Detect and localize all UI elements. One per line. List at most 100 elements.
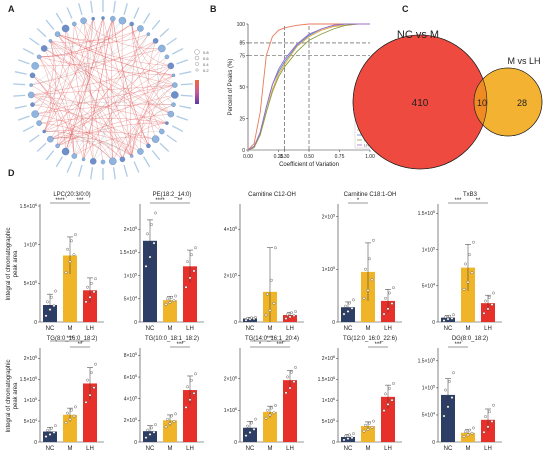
network-edge <box>35 113 123 160</box>
data-point <box>386 307 390 311</box>
network-node <box>171 102 176 107</box>
data-point <box>74 405 77 409</box>
data-point <box>384 296 387 300</box>
y-tick-label: 1.5×106 <box>20 203 37 210</box>
x-tick-label: LH <box>384 326 392 332</box>
series-line-lh <box>247 23 370 151</box>
y-tick-label: 0 <box>134 320 137 326</box>
series-line-m <box>247 23 370 151</box>
x-tick-label: NC <box>246 326 255 332</box>
network-edge <box>131 23 163 132</box>
y-tick-label: 1×105 <box>124 272 137 279</box>
y-tick-label: 4×105 <box>224 226 237 233</box>
node-label-mark <box>78 3 83 16</box>
data-point <box>148 433 152 436</box>
data-point <box>166 297 169 301</box>
network-edge <box>83 18 114 160</box>
x-tick-label: NC <box>444 446 453 452</box>
data-point <box>488 295 491 299</box>
network-node <box>152 38 159 44</box>
data-point <box>464 430 467 434</box>
network-edge <box>44 131 113 162</box>
data-point <box>88 295 92 299</box>
y-tick-label: 0 <box>134 440 137 446</box>
network-edge <box>156 48 174 105</box>
y-tick-label: 5×105 <box>322 418 335 425</box>
x-tick-label: LH <box>186 446 194 452</box>
data-point <box>72 414 76 418</box>
node-label-mark <box>151 150 161 161</box>
node-label-mark <box>14 71 27 75</box>
data-point <box>368 421 371 425</box>
node-label-mark <box>29 134 40 143</box>
data-point <box>348 433 351 437</box>
data-point <box>482 430 486 434</box>
y-tick-label: 5×105 <box>24 280 37 287</box>
data-point <box>486 425 490 429</box>
x-tick-label: LH <box>384 446 392 452</box>
network-node <box>61 24 70 33</box>
plot-title: TG(8:0_16:0_18:2) <box>47 336 98 342</box>
bar-lh <box>183 266 197 322</box>
data-point <box>290 311 293 315</box>
network-node <box>129 154 134 158</box>
plot-title: Carnitine C18:1-OH <box>344 192 397 198</box>
data-point <box>170 296 173 299</box>
y-tick-label: 0 <box>234 320 237 326</box>
network-edge <box>131 23 175 86</box>
data-point <box>86 378 89 382</box>
data-point <box>468 428 471 432</box>
venn-outline <box>352 34 488 170</box>
data-point <box>50 426 53 430</box>
data-point <box>152 241 156 245</box>
node-label-mark <box>90 0 94 13</box>
node-label-mark <box>133 7 140 19</box>
data-point <box>254 315 257 319</box>
data-point <box>442 414 446 418</box>
data-point <box>342 312 346 316</box>
data-point <box>144 436 148 440</box>
bar-lh <box>481 419 495 442</box>
node-label-mark <box>112 167 116 180</box>
network-edge <box>57 34 141 152</box>
data-point <box>346 437 350 441</box>
y-tick-label: 75 <box>239 53 245 59</box>
bar-nc <box>243 427 257 442</box>
network-edge <box>50 40 175 86</box>
bar-plot: Carnitine C18:1-OH 0 1×105 2×105 NC M LH * <box>322 192 402 332</box>
data-point <box>192 269 196 273</box>
panel-label-b: B <box>210 4 217 14</box>
y-tick-label: 1.5×106 <box>318 376 335 383</box>
network-node <box>167 62 175 70</box>
data-point <box>486 307 490 311</box>
y-tick-label: 4×105 <box>124 396 137 403</box>
y-tick-label: 2×105 <box>124 226 137 233</box>
data-point <box>490 420 494 423</box>
data-point <box>450 396 454 399</box>
data-point <box>172 420 176 423</box>
data-point <box>468 253 471 256</box>
node-label-mark <box>123 3 128 16</box>
bar-lh <box>481 303 495 322</box>
network-node <box>30 102 35 107</box>
data-point <box>146 428 149 432</box>
data-point <box>244 318 248 322</box>
node-label-mark <box>13 94 26 97</box>
network-node <box>100 159 106 165</box>
data-point <box>292 380 296 384</box>
data-point <box>50 295 53 299</box>
data-point <box>446 317 450 321</box>
network-edge <box>93 131 162 162</box>
data-point <box>270 278 273 282</box>
data-point <box>94 277 97 281</box>
data-point <box>346 310 350 313</box>
y-tick-label: 0 <box>234 440 237 446</box>
data-point <box>190 253 193 257</box>
network-edge <box>50 18 114 140</box>
network-edge <box>57 40 156 147</box>
y-tick-label: 2×105 <box>24 355 37 362</box>
data-point <box>464 262 467 266</box>
network-legend: 0.80.60.40.2 <box>194 49 209 104</box>
bar-lh <box>83 290 97 322</box>
